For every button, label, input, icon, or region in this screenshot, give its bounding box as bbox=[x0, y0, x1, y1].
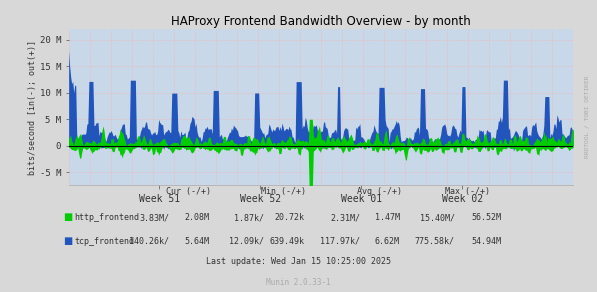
Text: 2.31M/: 2.31M/ bbox=[330, 213, 360, 223]
Text: Last update: Wed Jan 15 10:25:00 2025: Last update: Wed Jan 15 10:25:00 2025 bbox=[206, 257, 391, 266]
Text: Max (-/+): Max (-/+) bbox=[445, 187, 490, 196]
Text: 15.40M/: 15.40M/ bbox=[420, 213, 455, 223]
Text: 1.47M: 1.47M bbox=[375, 213, 400, 223]
Text: 3.83M/: 3.83M/ bbox=[139, 213, 169, 223]
Text: 117.97k/: 117.97k/ bbox=[320, 237, 360, 246]
Text: ■: ■ bbox=[63, 213, 72, 223]
Text: 56.52M: 56.52M bbox=[472, 213, 501, 223]
Text: Avg (-/+): Avg (-/+) bbox=[356, 187, 402, 196]
Text: Munin 2.0.33-1: Munin 2.0.33-1 bbox=[266, 278, 331, 287]
Text: tcp_frontend: tcp_frontend bbox=[75, 237, 135, 246]
Text: Cur (-/+): Cur (-/+) bbox=[165, 187, 211, 196]
Text: 639.49k: 639.49k bbox=[269, 237, 304, 246]
Text: ■: ■ bbox=[63, 236, 72, 246]
Text: 140.26k/: 140.26k/ bbox=[129, 237, 169, 246]
Text: 775.58k/: 775.58k/ bbox=[415, 237, 455, 246]
Text: 5.64M: 5.64M bbox=[184, 237, 209, 246]
Text: 20.72k: 20.72k bbox=[275, 213, 304, 223]
Text: 1.87k/: 1.87k/ bbox=[235, 213, 264, 223]
Text: 6.62M: 6.62M bbox=[375, 237, 400, 246]
Title: HAProxy Frontend Bandwidth Overview - by month: HAProxy Frontend Bandwidth Overview - by… bbox=[171, 15, 471, 28]
Y-axis label: bits/second [in(-); out(+)]: bits/second [in(-); out(+)] bbox=[27, 40, 37, 175]
Text: http_frontend: http_frontend bbox=[75, 213, 140, 223]
Text: 12.09k/: 12.09k/ bbox=[229, 237, 264, 246]
Text: Min (-/+): Min (-/+) bbox=[261, 187, 306, 196]
Text: 54.94M: 54.94M bbox=[472, 237, 501, 246]
Text: RRDTOOL / TOBI OETIKER: RRDTOOL / TOBI OETIKER bbox=[584, 76, 589, 158]
Text: 2.08M: 2.08M bbox=[184, 213, 209, 223]
